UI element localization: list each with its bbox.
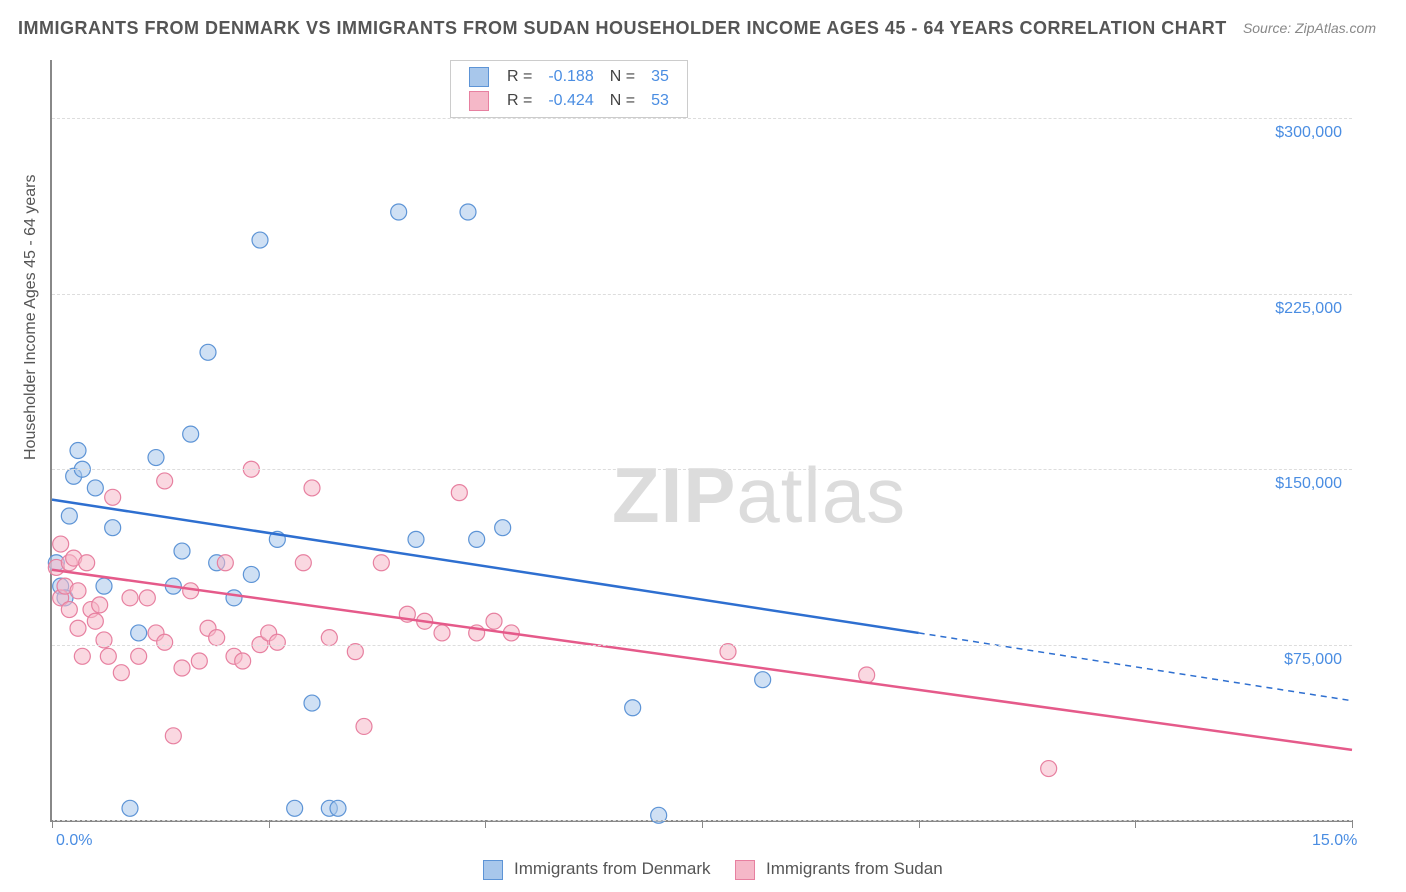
chart-container: IMMIGRANTS FROM DENMARK VS IMMIGRANTS FR…: [0, 0, 1406, 892]
y-tick-label: $150,000: [1275, 475, 1342, 493]
x-tick-label: 0.0%: [56, 832, 92, 850]
legend-row-sudan: R =-0.424 N =53: [461, 89, 677, 113]
y-tick-label: $75,000: [1284, 651, 1342, 669]
swatch-denmark: [469, 67, 489, 87]
chart-svg: [52, 60, 1352, 820]
swatch-sudan-bottom: [735, 860, 755, 880]
y-axis-label: Householder Income Ages 45 - 64 years: [22, 175, 40, 461]
legend-bottom: Immigrants from Denmark Immigrants from …: [0, 859, 1406, 880]
x-tick-label: 15.0%: [1312, 832, 1357, 850]
source-label: Source: ZipAtlas.com: [1243, 20, 1376, 36]
y-tick-label: $225,000: [1275, 300, 1342, 318]
y-tick-label: $300,000: [1275, 124, 1342, 142]
legend-label-sudan: Immigrants from Sudan: [766, 859, 943, 878]
plot-area: ZIPatlas $75,000$150,000$225,000$300,000…: [50, 60, 1352, 822]
swatch-sudan: [469, 91, 489, 111]
legend-stats: R =-0.188 N =35 R =-0.424 N =53: [450, 60, 688, 118]
swatch-denmark-bottom: [483, 860, 503, 880]
chart-title: IMMIGRANTS FROM DENMARK VS IMMIGRANTS FR…: [18, 18, 1227, 39]
legend-label-denmark: Immigrants from Denmark: [514, 859, 710, 878]
legend-row-denmark: R =-0.188 N =35: [461, 65, 677, 89]
